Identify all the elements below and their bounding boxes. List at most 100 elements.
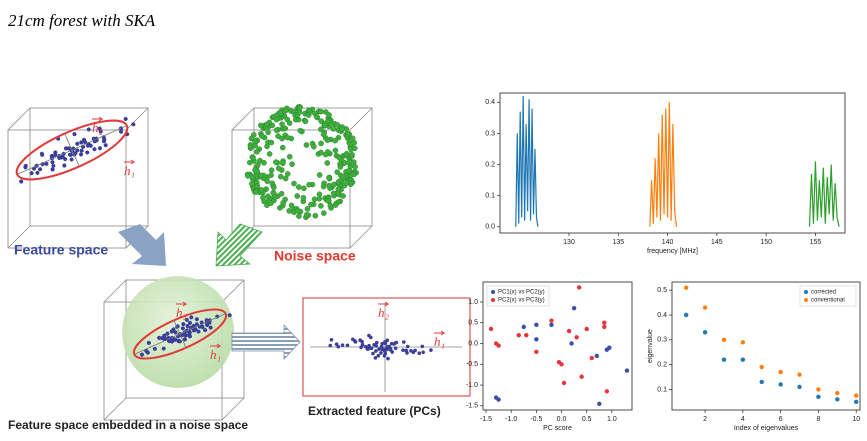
noise-dot <box>312 212 319 219</box>
noise-space-label: Noise space <box>274 248 356 264</box>
noise-dot <box>273 159 279 165</box>
feature-dot <box>181 322 186 327</box>
noise-dot <box>286 120 293 126</box>
noise-dot <box>316 196 323 202</box>
x-tick-label: 155 <box>810 239 822 246</box>
noise-dot <box>258 133 265 139</box>
scatter-point <box>597 401 602 406</box>
noise-dot <box>326 174 332 181</box>
feature-dot <box>187 332 192 337</box>
feature-dot <box>53 150 58 155</box>
noise-dot <box>248 135 255 142</box>
noise-dot <box>300 194 307 201</box>
feature-dot <box>73 151 78 156</box>
pc-dot <box>420 344 425 349</box>
y-tick-label: 0.3 <box>657 337 667 344</box>
scatter-point <box>524 332 529 338</box>
noise-sphere <box>122 276 234 388</box>
cube-edge <box>7 225 31 249</box>
noise-dot <box>351 171 357 178</box>
noise-dot <box>289 161 295 167</box>
legend-swatch <box>804 290 808 294</box>
noise-dot <box>303 211 310 218</box>
pc-dot <box>405 344 410 349</box>
x-tick-label: -0.5 <box>530 416 542 423</box>
feature-dot <box>173 337 178 342</box>
feature-dot <box>152 346 157 351</box>
noise-dot <box>320 210 327 216</box>
feature-dot <box>123 116 128 121</box>
x-tick-label: -1.5 <box>480 416 492 423</box>
scatter-point <box>566 328 572 334</box>
vector-label: h₁ <box>434 334 445 349</box>
embedded-label: Feature space embedded in a noise space <box>8 418 248 432</box>
feature-dot <box>193 327 198 332</box>
scatter-point <box>549 322 554 328</box>
scatter-point <box>496 397 501 402</box>
x-tick-label: 130 <box>563 239 575 246</box>
noise-dot <box>261 159 267 166</box>
noise-dot <box>266 151 273 157</box>
noise-dot <box>352 145 358 152</box>
feature-dot <box>63 157 68 162</box>
scatter-point <box>576 285 582 290</box>
noise-dot <box>282 125 289 132</box>
pc-dot <box>386 345 391 349</box>
noise-dot <box>249 180 255 187</box>
scatter-point <box>683 285 689 290</box>
scatter-point <box>571 305 577 311</box>
series-line <box>649 102 678 227</box>
feature-dot <box>194 317 199 322</box>
feature-dot <box>50 167 55 172</box>
feature-dot <box>194 322 199 327</box>
scatter-point <box>835 397 840 402</box>
scatter-point <box>816 394 821 400</box>
series-line <box>808 161 840 227</box>
arrow-extract <box>231 323 301 361</box>
noise-dot <box>286 208 292 214</box>
scatter-point <box>778 382 783 387</box>
feature-space-label: Feature space <box>14 242 108 258</box>
legend-label: PC1(x) vs PC2(y) <box>498 290 545 296</box>
noise-dot <box>271 184 277 191</box>
feature-dot <box>83 140 88 145</box>
noise-dot <box>318 203 324 209</box>
y-tick-label: 0.0 <box>485 224 495 231</box>
noise-dot <box>305 112 312 118</box>
feature-dot <box>79 152 84 157</box>
noise-dot <box>318 108 324 115</box>
vector-label: h₁ <box>124 163 135 178</box>
x-tick-label: -1.0 <box>505 416 517 423</box>
feature-dot <box>63 146 68 151</box>
feature-dot <box>103 143 108 148</box>
noise-dot <box>296 184 302 190</box>
noise-dot <box>303 142 310 148</box>
feature-dot <box>92 147 97 152</box>
feature-dot <box>183 333 188 338</box>
pc-dot <box>373 356 378 360</box>
scatter-point <box>496 343 501 348</box>
x-tick-label: 150 <box>760 239 772 246</box>
feature-dot <box>38 167 43 172</box>
scatter-point <box>559 362 564 367</box>
noise-dot <box>304 206 311 212</box>
vector-arrow <box>92 116 104 122</box>
feature-dot <box>161 346 166 351</box>
pc-dot <box>380 347 385 352</box>
plot-frame <box>482 281 633 411</box>
vector-arrow <box>176 301 188 307</box>
noise-dot <box>351 139 357 146</box>
noise-dot <box>334 169 341 175</box>
noise-dot <box>324 118 331 125</box>
noise-dot <box>280 160 286 167</box>
noise-dot <box>322 122 329 129</box>
feature-dot <box>79 140 84 145</box>
pc-dot <box>401 340 406 344</box>
noise-dot <box>340 193 346 199</box>
feature-dot <box>49 154 54 159</box>
feature-dot <box>185 324 190 329</box>
feature-dot <box>39 151 44 156</box>
feature-dot <box>167 339 172 344</box>
noise-dot <box>322 151 329 158</box>
charts: 130 135 140 145 150 155 0.0 0.1 0.2 0.3 0.4 frequen… <box>466 92 861 432</box>
